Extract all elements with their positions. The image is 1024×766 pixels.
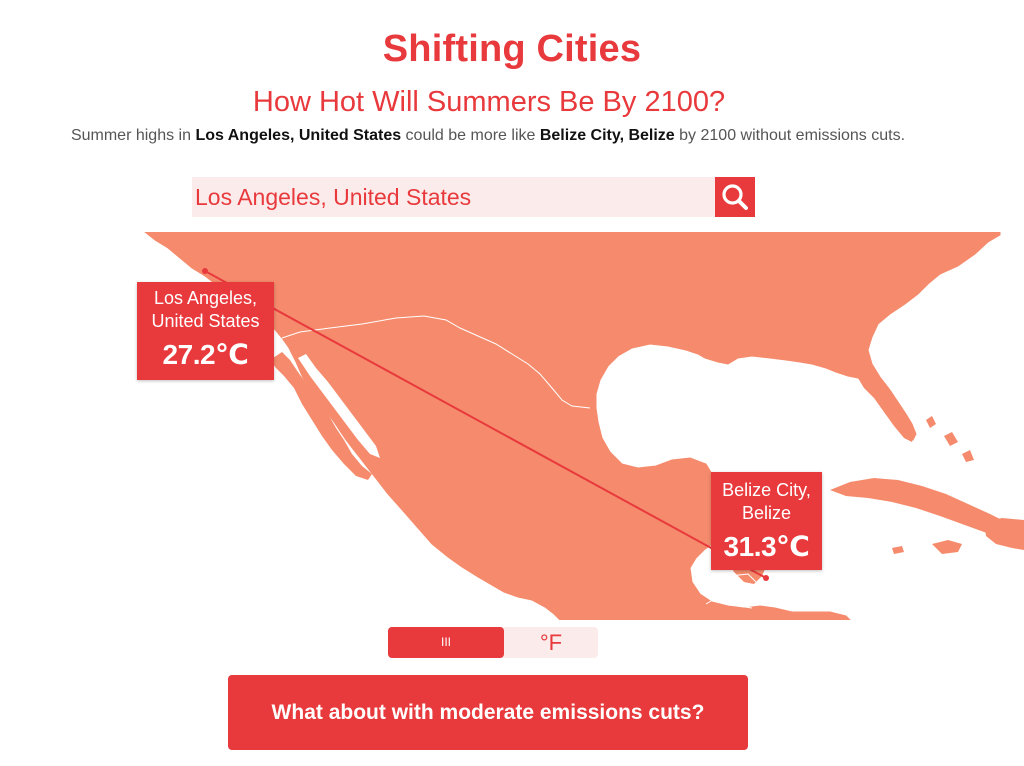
destination-marker[interactable] [763, 575, 769, 581]
temperature-unit-toggle: III °F [388, 627, 598, 658]
page-subtitle: How Hot Will Summers Be By 2100? [252, 86, 726, 118]
city-search-bar [192, 177, 755, 217]
search-button[interactable] [715, 177, 755, 217]
origin-city-name-line1: Los Angeles, [153, 288, 258, 308]
destination-city-temperature: 31.3℃ [723, 531, 810, 562]
celsius-option[interactable]: III [388, 627, 504, 658]
land-florida [858, 372, 914, 442]
summary-prefix: Summer highs in [70, 127, 196, 144]
land-jamaica [932, 540, 962, 554]
land-baja-california [270, 352, 372, 480]
border-us-mexico [281, 315, 591, 409]
summary-suffix: by 2100 without emissions cuts. [674, 127, 906, 144]
land-cuba [830, 478, 1024, 548]
border-guatemala-honduras [705, 597, 753, 609]
summary-destination-city: Belize City, Belize [539, 127, 675, 144]
summary-origin-city: Los Angeles, United States [195, 127, 402, 144]
origin-city-label: Los Angeles, United States 27.2℃ [137, 282, 274, 380]
moderate-emissions-button[interactable]: What about with moderate emissions cuts? [228, 675, 748, 750]
destination-city-name-line1: Belize City, [722, 480, 811, 500]
origin-city-temperature: 27.2℃ [162, 339, 249, 370]
origin-city-name-line2: United States [151, 311, 260, 331]
summary-middle: could be more like [401, 127, 540, 144]
land-hispaniola [984, 518, 1024, 550]
fahrenheit-option[interactable]: °F [539, 630, 563, 655]
city-connector-line [204, 270, 767, 579]
land-mainland [144, 232, 1001, 620]
page-title: Shifting Cities [382, 28, 642, 70]
land-cayman-islands [892, 546, 904, 554]
border-mexico-guatemala [699, 571, 757, 583]
destination-city-name-line2: Belize [741, 503, 792, 523]
land-bahamas [926, 416, 974, 462]
summary-text: Summer highs in Los Angeles, United Stat… [0, 127, 976, 145]
origin-marker[interactable] [202, 268, 208, 274]
search-icon [722, 184, 748, 210]
destination-city-label: Belize City, Belize 31.3℃ [711, 472, 822, 570]
gulf-of-california [298, 354, 380, 458]
city-search-input[interactable] [192, 177, 712, 217]
